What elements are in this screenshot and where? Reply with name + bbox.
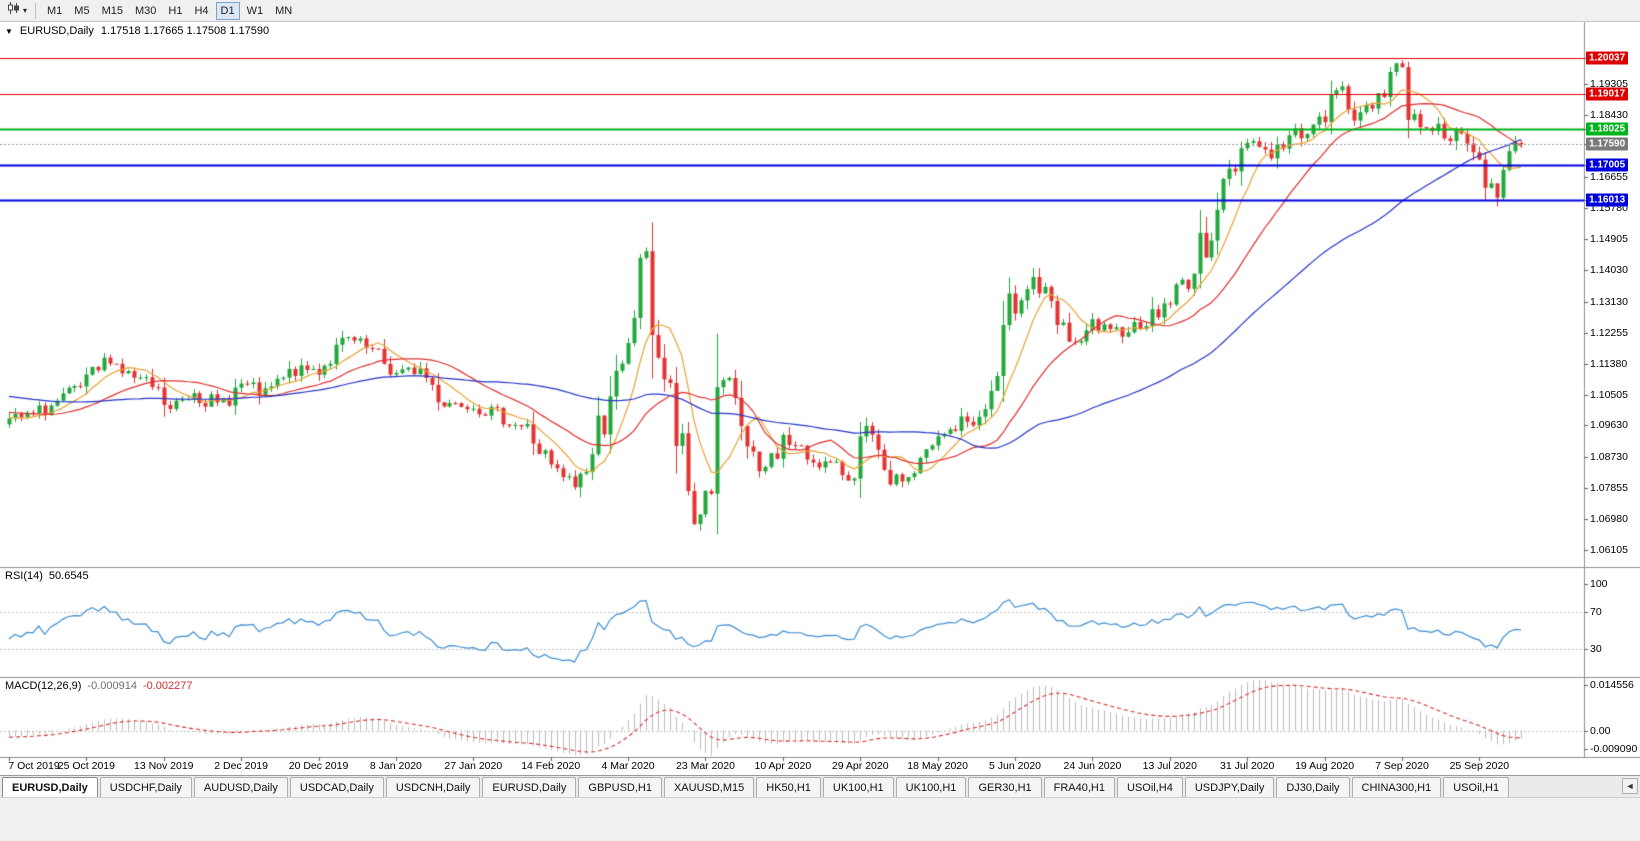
chart-tab[interactable]: USDCNH,Daily xyxy=(385,777,481,797)
price-axis-label: 1.14030 xyxy=(1590,264,1628,276)
macd-level-label: 0.014556 xyxy=(1590,679,1634,691)
rsi-label: RSI(14) 50.6545 xyxy=(5,570,89,582)
macd-signal-value: -0.002277 xyxy=(142,680,193,692)
timeframe-button-M1[interactable]: M1 xyxy=(47,4,63,17)
price-axis-label: 1.12255 xyxy=(1590,326,1628,339)
timeframe-button-H4[interactable]: H4 xyxy=(194,4,209,17)
price-axis-label: 1.13130 xyxy=(1590,295,1628,308)
candlestick-chart-icon xyxy=(7,1,21,20)
macd-label: MACD(12,26,9) -0.000914 -0.002277 xyxy=(5,680,193,692)
current-price-badge: 1.17590 xyxy=(1586,137,1629,151)
chart-ohlc-values: 1.17518 1.17665 1.17508 1.17590 xyxy=(100,25,270,37)
price-axis-label: 1.06105 xyxy=(1590,543,1628,556)
chart-tab[interactable]: USOil,H4 xyxy=(1117,777,1183,797)
chart-tab[interactable]: CHINA300,H1 xyxy=(1351,777,1442,797)
price-axis-label: 1.18430 xyxy=(1590,108,1628,121)
status-strip xyxy=(0,797,1640,841)
chart-tab[interactable]: DJ30,Daily xyxy=(1276,777,1350,797)
hline-price-badge[interactable]: 1.19017 xyxy=(1586,87,1629,101)
chart-tab[interactable]: AUDUSD,Daily xyxy=(193,777,288,797)
rsi-level-label: 70 xyxy=(1590,605,1602,618)
chart-tab[interactable]: UK100,H1 xyxy=(895,777,967,797)
chart-tab[interactable]: XAUUSD,M15 xyxy=(663,777,755,797)
hline-price-badge[interactable]: 1.16013 xyxy=(1586,193,1629,207)
chart-window: ▼ EURUSD,Daily 1.17518 1.17665 1.17508 1… xyxy=(0,22,1640,775)
chart-tab[interactable]: USDJPY,Daily xyxy=(1184,777,1275,797)
rsi-level-label: 30 xyxy=(1590,643,1602,656)
chart-tabs-bar: EURUSD,Daily USDCHF,Daily AUDUSD,Daily USDC… xyxy=(0,775,1640,797)
chart-tab[interactable]: EURUSD,Daily xyxy=(2,777,98,797)
toolbar-separator xyxy=(35,2,37,19)
macd-name: MACD(12,26,9) xyxy=(5,680,82,692)
date-axis-label: 19 Aug 2020 xyxy=(1295,760,1355,772)
date-axis-label: 13 Jul 2020 xyxy=(1142,760,1197,772)
chart-tab[interactable]: GER30,H1 xyxy=(968,777,1042,797)
macd-value: -0.000914 xyxy=(87,680,137,692)
date-axis-label: 29 Apr 2020 xyxy=(831,760,889,772)
price-axis-label: 1.09630 xyxy=(1590,419,1628,432)
timeframe-button-D1[interactable]: D1 xyxy=(215,1,240,20)
date-axis-label: 4 Mar 2020 xyxy=(601,760,655,772)
price-axis-label: 1.11380 xyxy=(1590,357,1628,370)
rsi-level-label: 100 xyxy=(1590,577,1608,590)
date-axis-label: 5 Jun 2020 xyxy=(989,760,1041,772)
date-axis-label: 10 Apr 2020 xyxy=(754,760,812,772)
date-axis-label: 14 Feb 2020 xyxy=(521,760,581,772)
price-axis-label: 1.10505 xyxy=(1590,388,1628,401)
chart-tabs: EURUSD,Daily USDCHF,Daily AUDUSD,Daily USDC… xyxy=(2,777,1620,797)
chart-tab[interactable]: UK100,H1 xyxy=(822,777,894,797)
chart-tab[interactable]: HK50,H1 xyxy=(756,777,821,797)
price-axis-label: 1.19305 xyxy=(1590,77,1628,90)
collapse-triangle-icon[interactable]: ▼ xyxy=(5,26,13,36)
date-axis-label: 18 May 2020 xyxy=(907,760,968,772)
date-axis-label: 31 Jul 2020 xyxy=(1220,760,1275,772)
date-axis-label: 25 Sep 2020 xyxy=(1449,760,1510,772)
rsi-value: 50.6545 xyxy=(48,570,89,582)
timeframe-button-MN[interactable]: MN xyxy=(275,4,293,17)
chart-tab[interactable]: USOil,H1 xyxy=(1443,777,1510,797)
chart-tab[interactable]: GBPUSD,H1 xyxy=(578,777,662,797)
chart-tab[interactable]: USDCHF,Daily xyxy=(99,777,192,797)
hline-price-badge[interactable]: 1.18025 xyxy=(1586,122,1629,136)
chart-title: ▼ EURUSD,Daily 1.17518 1.17665 1.17508 1… xyxy=(5,25,269,37)
chart-tab[interactable]: FRA40,H1 xyxy=(1043,777,1115,797)
date-axis-label: 8 Jan 2020 xyxy=(369,760,422,772)
timeframe-button-M30[interactable]: M30 xyxy=(134,4,157,17)
hline-price-badge[interactable]: 1.17005 xyxy=(1586,158,1629,172)
date-axis[interactable]: 7 Oct 2019 25 Oct 2019 13 Nov 2019 2 Dec 20… xyxy=(0,759,1584,775)
date-axis-label: 25 Oct 2019 xyxy=(57,760,115,772)
chart-symbol-label: EURUSD,Daily xyxy=(19,25,94,37)
timeframe-button-M5[interactable]: M5 xyxy=(74,4,90,17)
date-axis-label: 2 Dec 2019 xyxy=(214,760,268,772)
macd-level-label: -0.009090 xyxy=(1590,743,1638,755)
timeframe-button-M15[interactable]: M15 xyxy=(101,4,123,17)
date-axis-label: 20 Dec 2019 xyxy=(288,760,349,772)
chart-type-tool[interactable]: ▾ xyxy=(4,1,30,21)
price-axis-label: 1.08730 xyxy=(1590,451,1628,464)
date-axis-label: 7 Sep 2020 xyxy=(1375,760,1429,772)
date-axis-label: 7 Oct 2019 xyxy=(8,760,60,772)
tab-scroll-left-button[interactable]: ◄ xyxy=(1622,778,1638,794)
timeframe-buttons: M1 M5 M15 M30 H1 H4 D1 W1 MN xyxy=(41,1,298,20)
date-axis-label: 13 Nov 2019 xyxy=(133,760,194,772)
price-axis-label: 1.07855 xyxy=(1590,482,1628,495)
timeframe-button-W1[interactable]: W1 xyxy=(246,4,264,17)
date-axis-label: 23 Mar 2020 xyxy=(675,760,735,772)
chart-tab[interactable]: USDCAD,Daily xyxy=(289,777,384,797)
chart-canvas[interactable] xyxy=(0,22,1640,775)
price-axis-label: 1.16655 xyxy=(1590,171,1628,184)
toolbar: ▾ M1 M5 M15 M30 H1 H4 D1 W1 MN xyxy=(0,0,1640,22)
macd-level-label: 0.00 xyxy=(1590,724,1611,737)
price-axis-label: 1.14905 xyxy=(1590,233,1628,246)
price-axis-label: 1.06980 xyxy=(1590,513,1628,526)
rsi-name: RSI(14) xyxy=(5,570,43,582)
date-axis-label: 24 Jun 2020 xyxy=(1063,760,1122,772)
timeframe-button-H1[interactable]: H1 xyxy=(168,4,183,17)
hline-price-badge[interactable]: 1.20037 xyxy=(1586,51,1629,65)
chart-tab[interactable]: EURUSD,Daily xyxy=(482,777,577,797)
price-axis[interactable]: 1.19305 1.18430 1.16655 1.15780 1.14905 1.140… xyxy=(1584,22,1640,775)
chevron-down-icon: ▾ xyxy=(23,6,28,15)
date-axis-label: 27 Jan 2020 xyxy=(444,760,503,772)
